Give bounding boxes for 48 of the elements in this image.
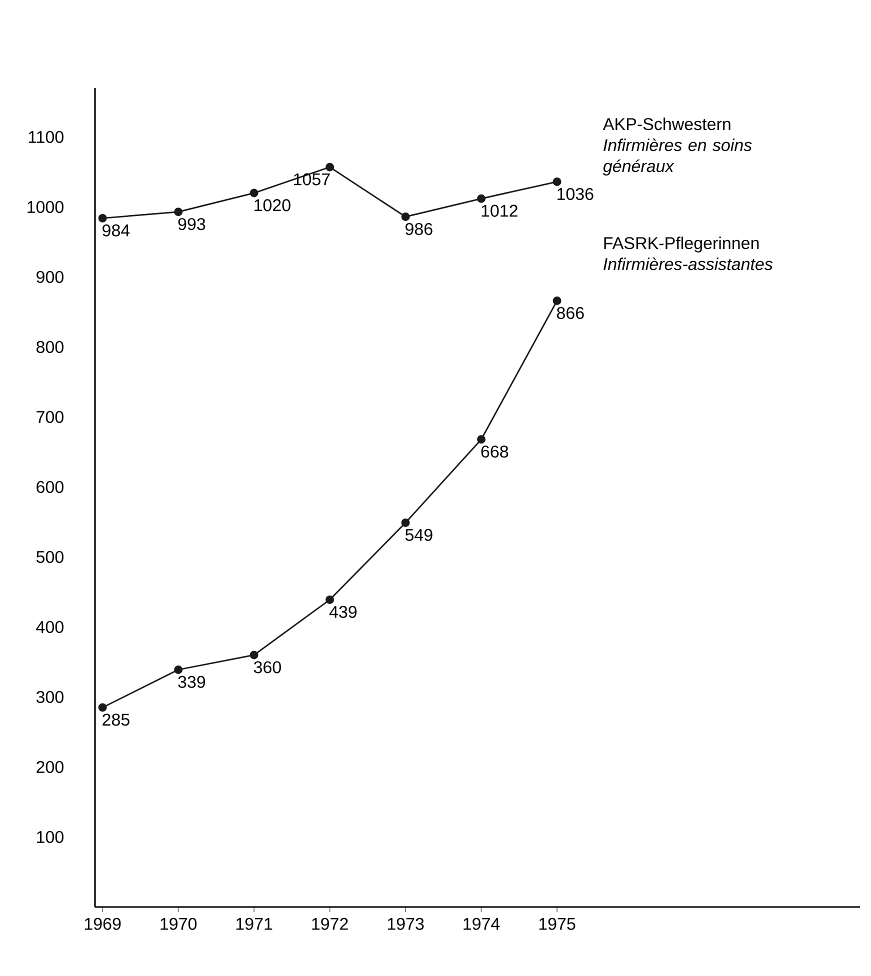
y-tick-label: 800 bbox=[36, 340, 64, 354]
point bbox=[552, 178, 562, 186]
point bbox=[477, 194, 486, 203]
y-tick-label: 500 bbox=[36, 550, 64, 564]
point bbox=[250, 188, 258, 198]
data-label: 285 bbox=[102, 714, 130, 726]
point bbox=[552, 296, 562, 306]
data-label: 360 bbox=[254, 661, 281, 674]
data-label: 986 bbox=[406, 222, 432, 236]
y-tick-label: 200 bbox=[36, 760, 64, 774]
y-tick-label: 400 bbox=[36, 620, 64, 634]
data-label: 439 bbox=[329, 606, 357, 618]
point bbox=[326, 162, 334, 172]
x-tick-label: 1970 bbox=[160, 918, 197, 930]
data-label: 339 bbox=[178, 676, 206, 688]
point bbox=[174, 208, 183, 216]
y-tick-label: 700 bbox=[36, 410, 64, 424]
point bbox=[250, 650, 258, 660]
y-tick-label: 600 bbox=[36, 480, 64, 494]
x-tick-label: 1971 bbox=[236, 918, 272, 930]
point bbox=[98, 703, 107, 712]
data-label: 1020 bbox=[254, 199, 290, 212]
point bbox=[98, 214, 107, 222]
y-tick-label: 1100 bbox=[28, 130, 64, 144]
data-label: 549 bbox=[405, 528, 432, 541]
point bbox=[401, 518, 410, 527]
point bbox=[326, 595, 334, 604]
data-label: 1036 bbox=[558, 188, 594, 200]
point bbox=[477, 435, 486, 444]
point bbox=[401, 212, 410, 222]
x-tick-label: 1975 bbox=[539, 918, 576, 930]
data-label: 668 bbox=[481, 446, 508, 458]
y-tick-label: 900 bbox=[36, 270, 64, 284]
y-tick-label: 300 bbox=[36, 690, 64, 704]
y-tick-label: 1000 bbox=[28, 200, 64, 214]
x-tick-label: 1969 bbox=[84, 918, 121, 930]
point bbox=[174, 665, 183, 674]
x-tick-label: 1973 bbox=[388, 918, 424, 930]
x-tick-label: 1974 bbox=[464, 918, 500, 930]
data-label: 1012 bbox=[482, 204, 518, 217]
data-label: 984 bbox=[102, 224, 130, 236]
data-label: 1057 bbox=[294, 173, 330, 186]
text: AKP-Schwestern Infirmières en soins généraux bbox=[602, 118, 752, 176]
y-tick-label: 100 bbox=[37, 830, 64, 844]
data-label: 993 bbox=[178, 218, 206, 230]
text: FASRK-Pflegerinnen Infirmières-assistantes bbox=[604, 236, 773, 270]
data-label: 866 bbox=[556, 306, 584, 320]
x-tick-label: 1972 bbox=[312, 918, 348, 930]
